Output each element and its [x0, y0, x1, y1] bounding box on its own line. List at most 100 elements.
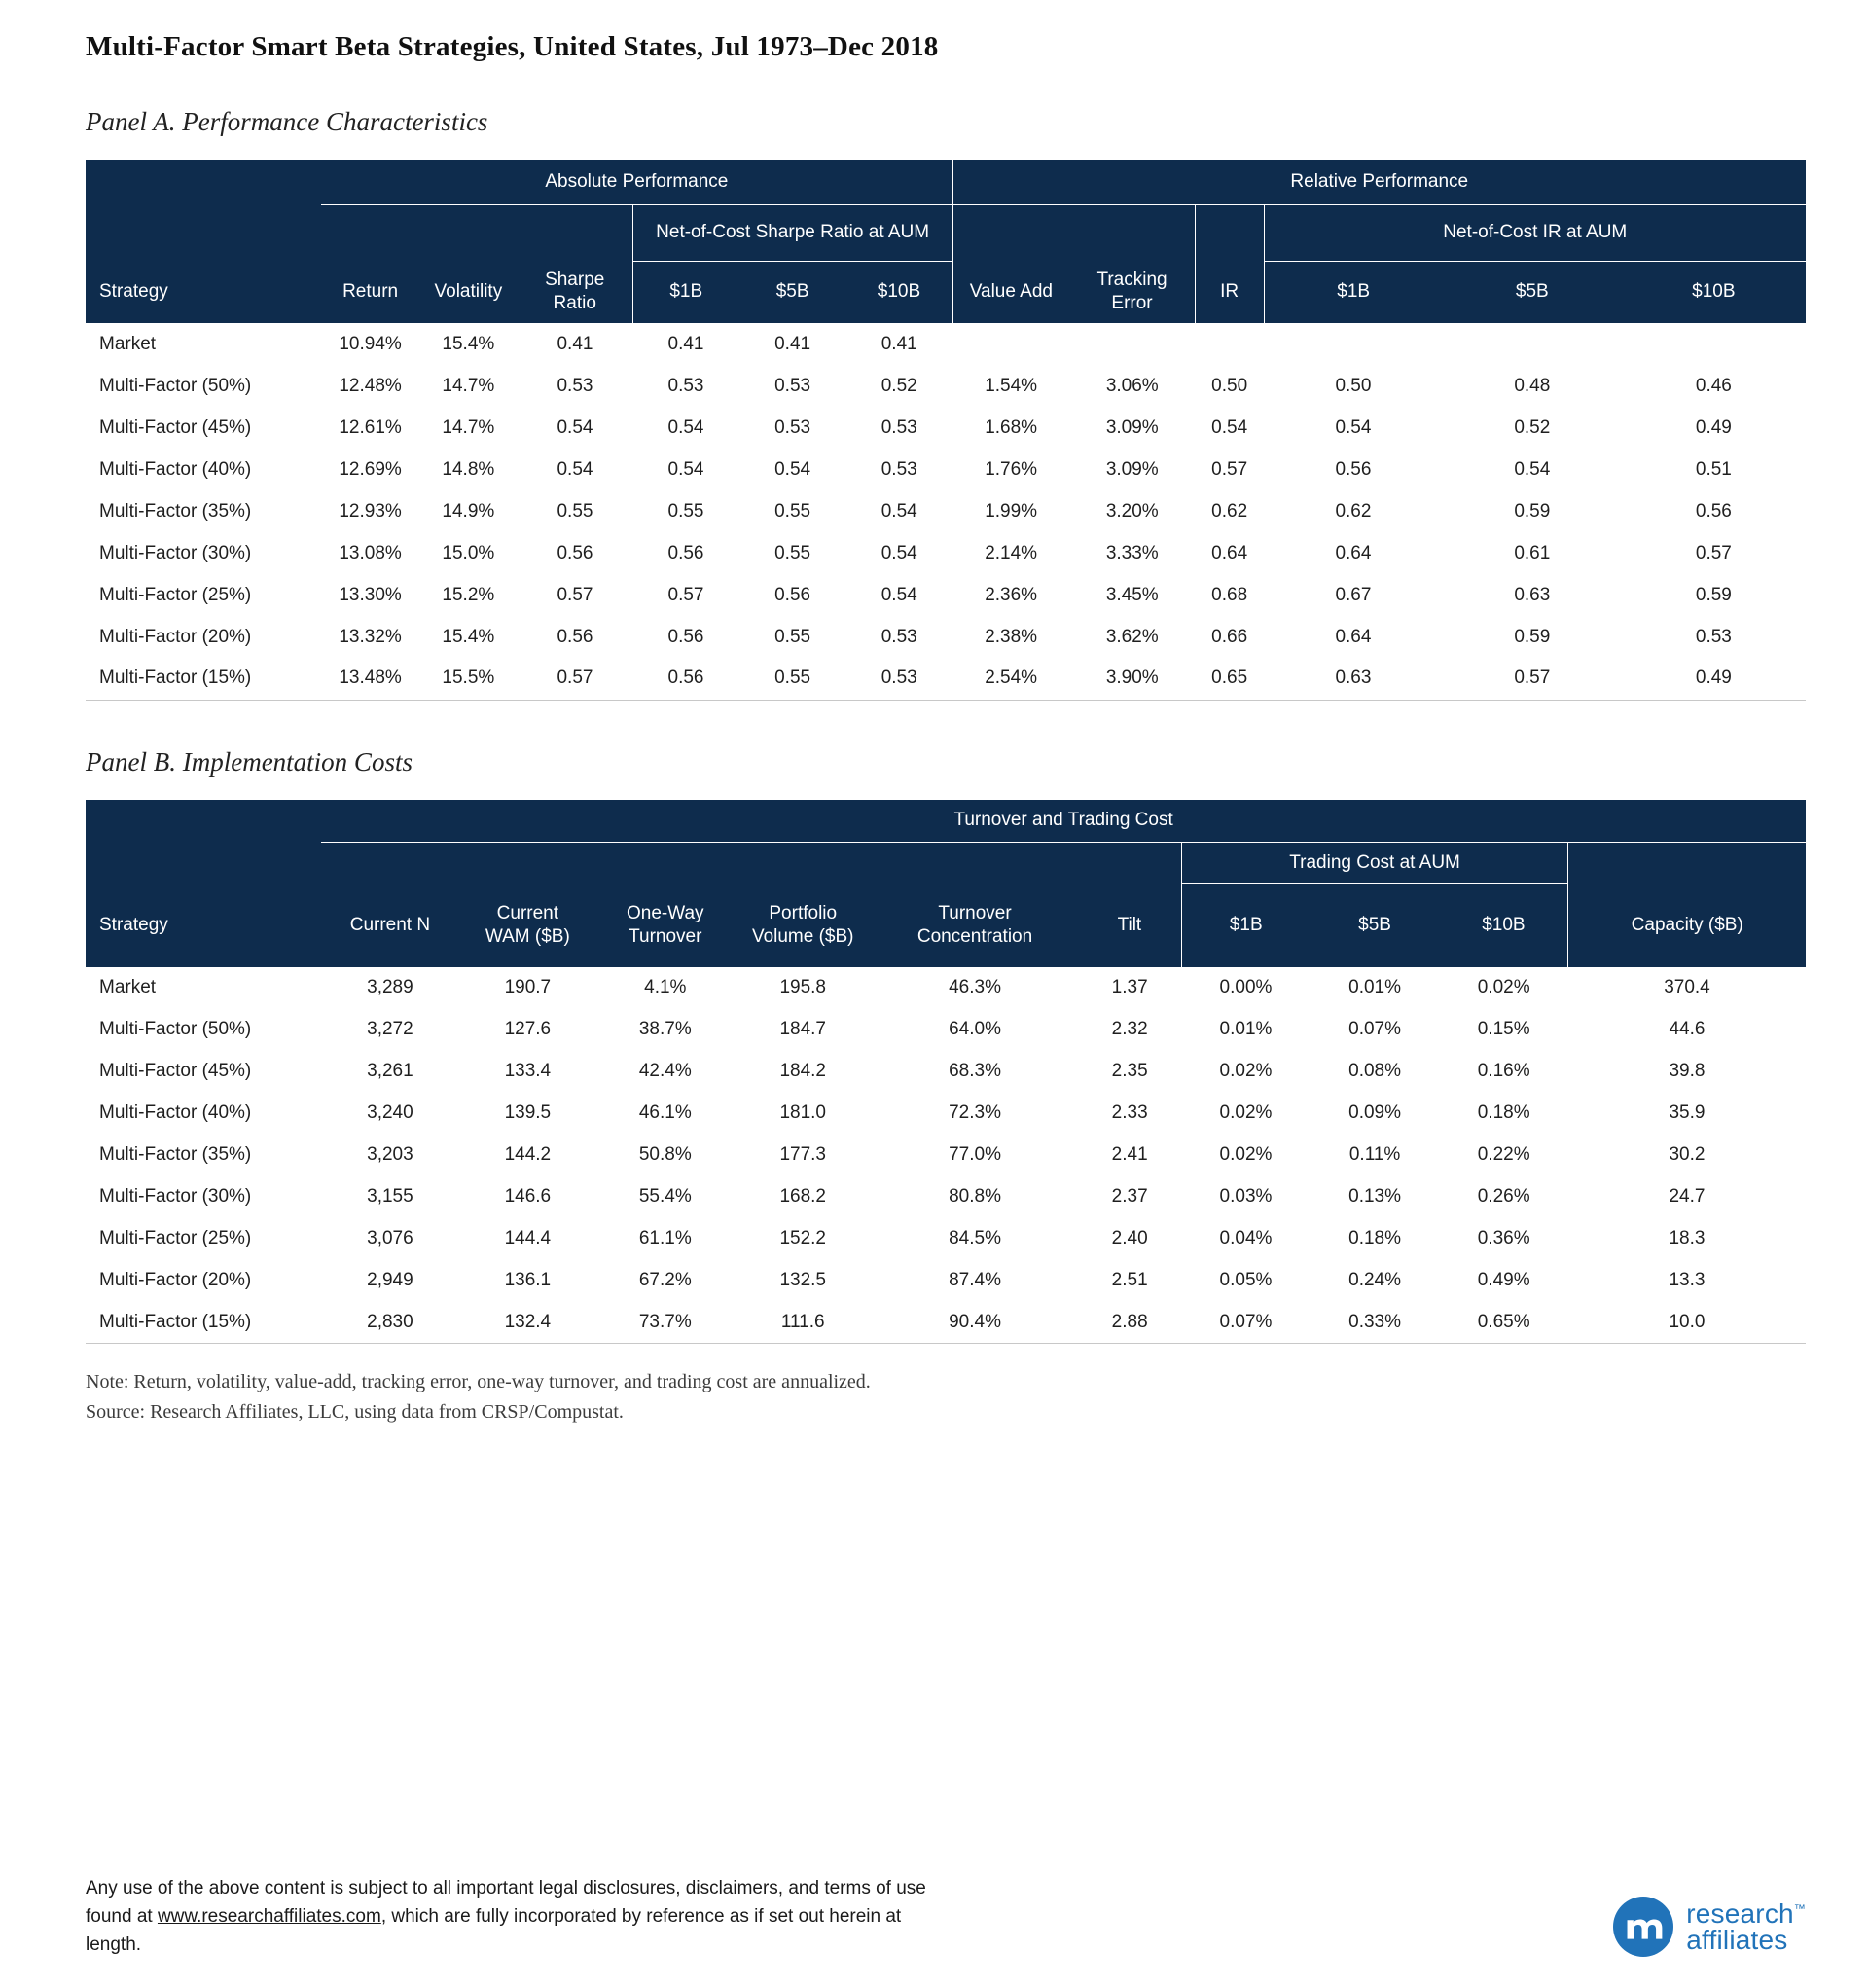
value-cell: 0.07% — [1181, 1301, 1311, 1344]
value-cell: 35.9 — [1567, 1092, 1806, 1135]
value-cell: 0.55 — [738, 616, 846, 658]
value-cell: 0.49 — [1621, 407, 1806, 449]
value-cell: 15.2% — [418, 574, 518, 616]
value-cell: 184.7 — [734, 1008, 872, 1051]
value-cell: 0.53 — [738, 365, 846, 407]
table-row: Market 10.94% 15.4% 0.41 0.41 0.41 0.41 — [86, 323, 1806, 365]
value-cell: 0.26% — [1439, 1175, 1568, 1218]
value-cell: 0.66 — [1195, 616, 1265, 658]
value-cell: 10.94% — [321, 323, 419, 365]
column-header-one-way-turnover: One-Way Turnover — [596, 883, 735, 967]
value-cell: 0.54 — [845, 574, 953, 616]
strategy-cell: Multi-Factor (30%) — [86, 1175, 322, 1218]
value-cell: 3.45% — [1069, 574, 1196, 616]
value-cell: 133.4 — [458, 1050, 597, 1093]
column-header-return: Return — [321, 261, 419, 323]
net-of-cost-ir-aum-header: Net-of-Cost IR at AUM — [1263, 204, 1806, 262]
panel-b-body: Market 3,289 190.7 4.1% 195.8 46.3% 1.37 0.00% 0… — [86, 966, 1806, 1344]
column-header-portfolio-volume: Portfolio Volume ($B) — [734, 883, 872, 967]
value-cell: 0.62 — [1195, 490, 1265, 532]
value-cell: 0.65% — [1439, 1301, 1568, 1344]
value-cell: 0.55 — [738, 658, 846, 701]
researchaffiliates-link[interactable]: www.researchaffiliates.com — [157, 1906, 381, 1927]
value-cell: 14.7% — [418, 407, 518, 449]
panel-a-group-row: Absolute Performance Relative Performanc… — [86, 160, 1806, 205]
value-cell: 0.56 — [632, 616, 739, 658]
relative-performance-group-header: Relative Performance — [952, 160, 1806, 205]
column-header-ir: IR — [1194, 261, 1265, 323]
table-row: Multi-Factor (45%) 12.61% 14.7% 0.54 0.54 0.5… — [86, 407, 1806, 449]
value-cell: 0.67 — [1264, 574, 1443, 616]
header-spacer — [1567, 842, 1806, 884]
value-cell: 18.3 — [1567, 1217, 1806, 1260]
column-header-sharpe-ratio: Sharpe Ratio — [517, 261, 633, 323]
table-row: Multi-Factor (25%) 3,076 144.4 61.1% 152.2 84… — [86, 1217, 1806, 1260]
logo-wordmark: research™ affiliates — [1686, 1900, 1806, 1954]
value-cell: 0.64 — [1264, 532, 1443, 574]
value-cell: 0.08% — [1310, 1050, 1440, 1093]
header-spacer — [86, 799, 322, 843]
column-header-tilt: Tilt — [1078, 883, 1182, 967]
value-cell: 0.50 — [1264, 365, 1443, 407]
value-cell: 0.18% — [1439, 1092, 1568, 1135]
value-cell: 0.68 — [1195, 574, 1265, 616]
panel-b-header: Turnover and Trading Cost Trading Cost a… — [86, 799, 1806, 967]
value-cell: 0.52 — [845, 365, 953, 407]
net-of-cost-sharpe-aum-header: Net-of-Cost Sharpe Ratio at AUM — [631, 204, 953, 262]
value-cell: 15.5% — [418, 658, 518, 701]
value-cell: 0.56 — [632, 532, 739, 574]
column-header-current-n: Current N — [321, 883, 459, 967]
value-cell: 0.54 — [738, 449, 846, 490]
value-cell: 0.53 — [632, 365, 739, 407]
value-cell: 84.5% — [871, 1217, 1079, 1260]
value-cell: 0.53 — [845, 616, 953, 658]
value-cell: 24.7 — [1567, 1175, 1806, 1218]
value-cell: 1.68% — [952, 407, 1070, 449]
table-row: Multi-Factor (30%) 3,155 146.6 55.4% 168.2 80… — [86, 1175, 1806, 1218]
value-cell: 0.09% — [1310, 1092, 1440, 1135]
legal-disclaimer: Any use of the above content is subject … — [86, 1874, 942, 1959]
value-cell: 144.2 — [458, 1134, 597, 1176]
value-cell: 50.8% — [596, 1134, 735, 1176]
disclaimer-text-pre: Any use of the above content is subject … — [86, 1878, 926, 1927]
value-cell: 0.54 — [845, 490, 953, 532]
value-cell: 64.0% — [871, 1008, 1079, 1051]
value-cell: 3,289 — [321, 966, 459, 1009]
value-cell: 13.32% — [321, 616, 419, 658]
value-cell: 3,261 — [321, 1050, 459, 1093]
value-cell: 2,830 — [321, 1301, 459, 1344]
absolute-performance-group-header: Absolute Performance — [321, 160, 953, 205]
value-cell: 152.2 — [734, 1217, 872, 1260]
value-cell: 0.16% — [1439, 1050, 1568, 1093]
panel-b-label: Panel B. Implementation Costs — [86, 746, 413, 777]
value-cell: 1.37 — [1078, 966, 1182, 1009]
value-cell: 0.62 — [1264, 490, 1443, 532]
value-cell: 177.3 — [734, 1134, 872, 1176]
column-header-cost-5b: $5B — [1310, 883, 1440, 967]
header-spacer — [321, 842, 1182, 884]
value-cell: 146.6 — [458, 1175, 597, 1218]
value-cell: 12.61% — [321, 407, 419, 449]
panel-a-header: Absolute Performance Relative Performanc… — [86, 160, 1806, 323]
value-cell: 0.56 — [517, 616, 633, 658]
value-cell: 0.53 — [1621, 616, 1806, 658]
value-cell: 14.9% — [418, 490, 518, 532]
value-cell: 139.5 — [458, 1092, 597, 1135]
value-cell: 0.46 — [1621, 365, 1806, 407]
panel-b-group-row: Turnover and Trading Cost — [86, 799, 1806, 843]
value-cell: 0.54 — [517, 449, 633, 490]
panel-b-columns-row: Strategy Current N Current WAM ($B) One-… — [86, 883, 1806, 967]
value-cell: 3,272 — [321, 1008, 459, 1051]
value-cell: 12.48% — [321, 365, 419, 407]
value-cell: 68.3% — [871, 1050, 1079, 1093]
table-row: Market 3,289 190.7 4.1% 195.8 46.3% 1.37 0.00% 0… — [86, 966, 1806, 1009]
value-cell: 0.65 — [1195, 658, 1265, 701]
strategy-cell: Multi-Factor (50%) — [86, 1008, 322, 1051]
value-cell: 0.02% — [1181, 1134, 1311, 1176]
value-cell: 46.3% — [871, 966, 1079, 1009]
table-row: Multi-Factor (50%) 3,272 127.6 38.7% 184.7 64… — [86, 1008, 1806, 1051]
value-cell: 0.63 — [1442, 574, 1622, 616]
column-header-value-add: Value Add — [952, 261, 1070, 323]
value-cell: 0.53 — [845, 407, 953, 449]
value-cell: 0.53 — [845, 658, 953, 701]
